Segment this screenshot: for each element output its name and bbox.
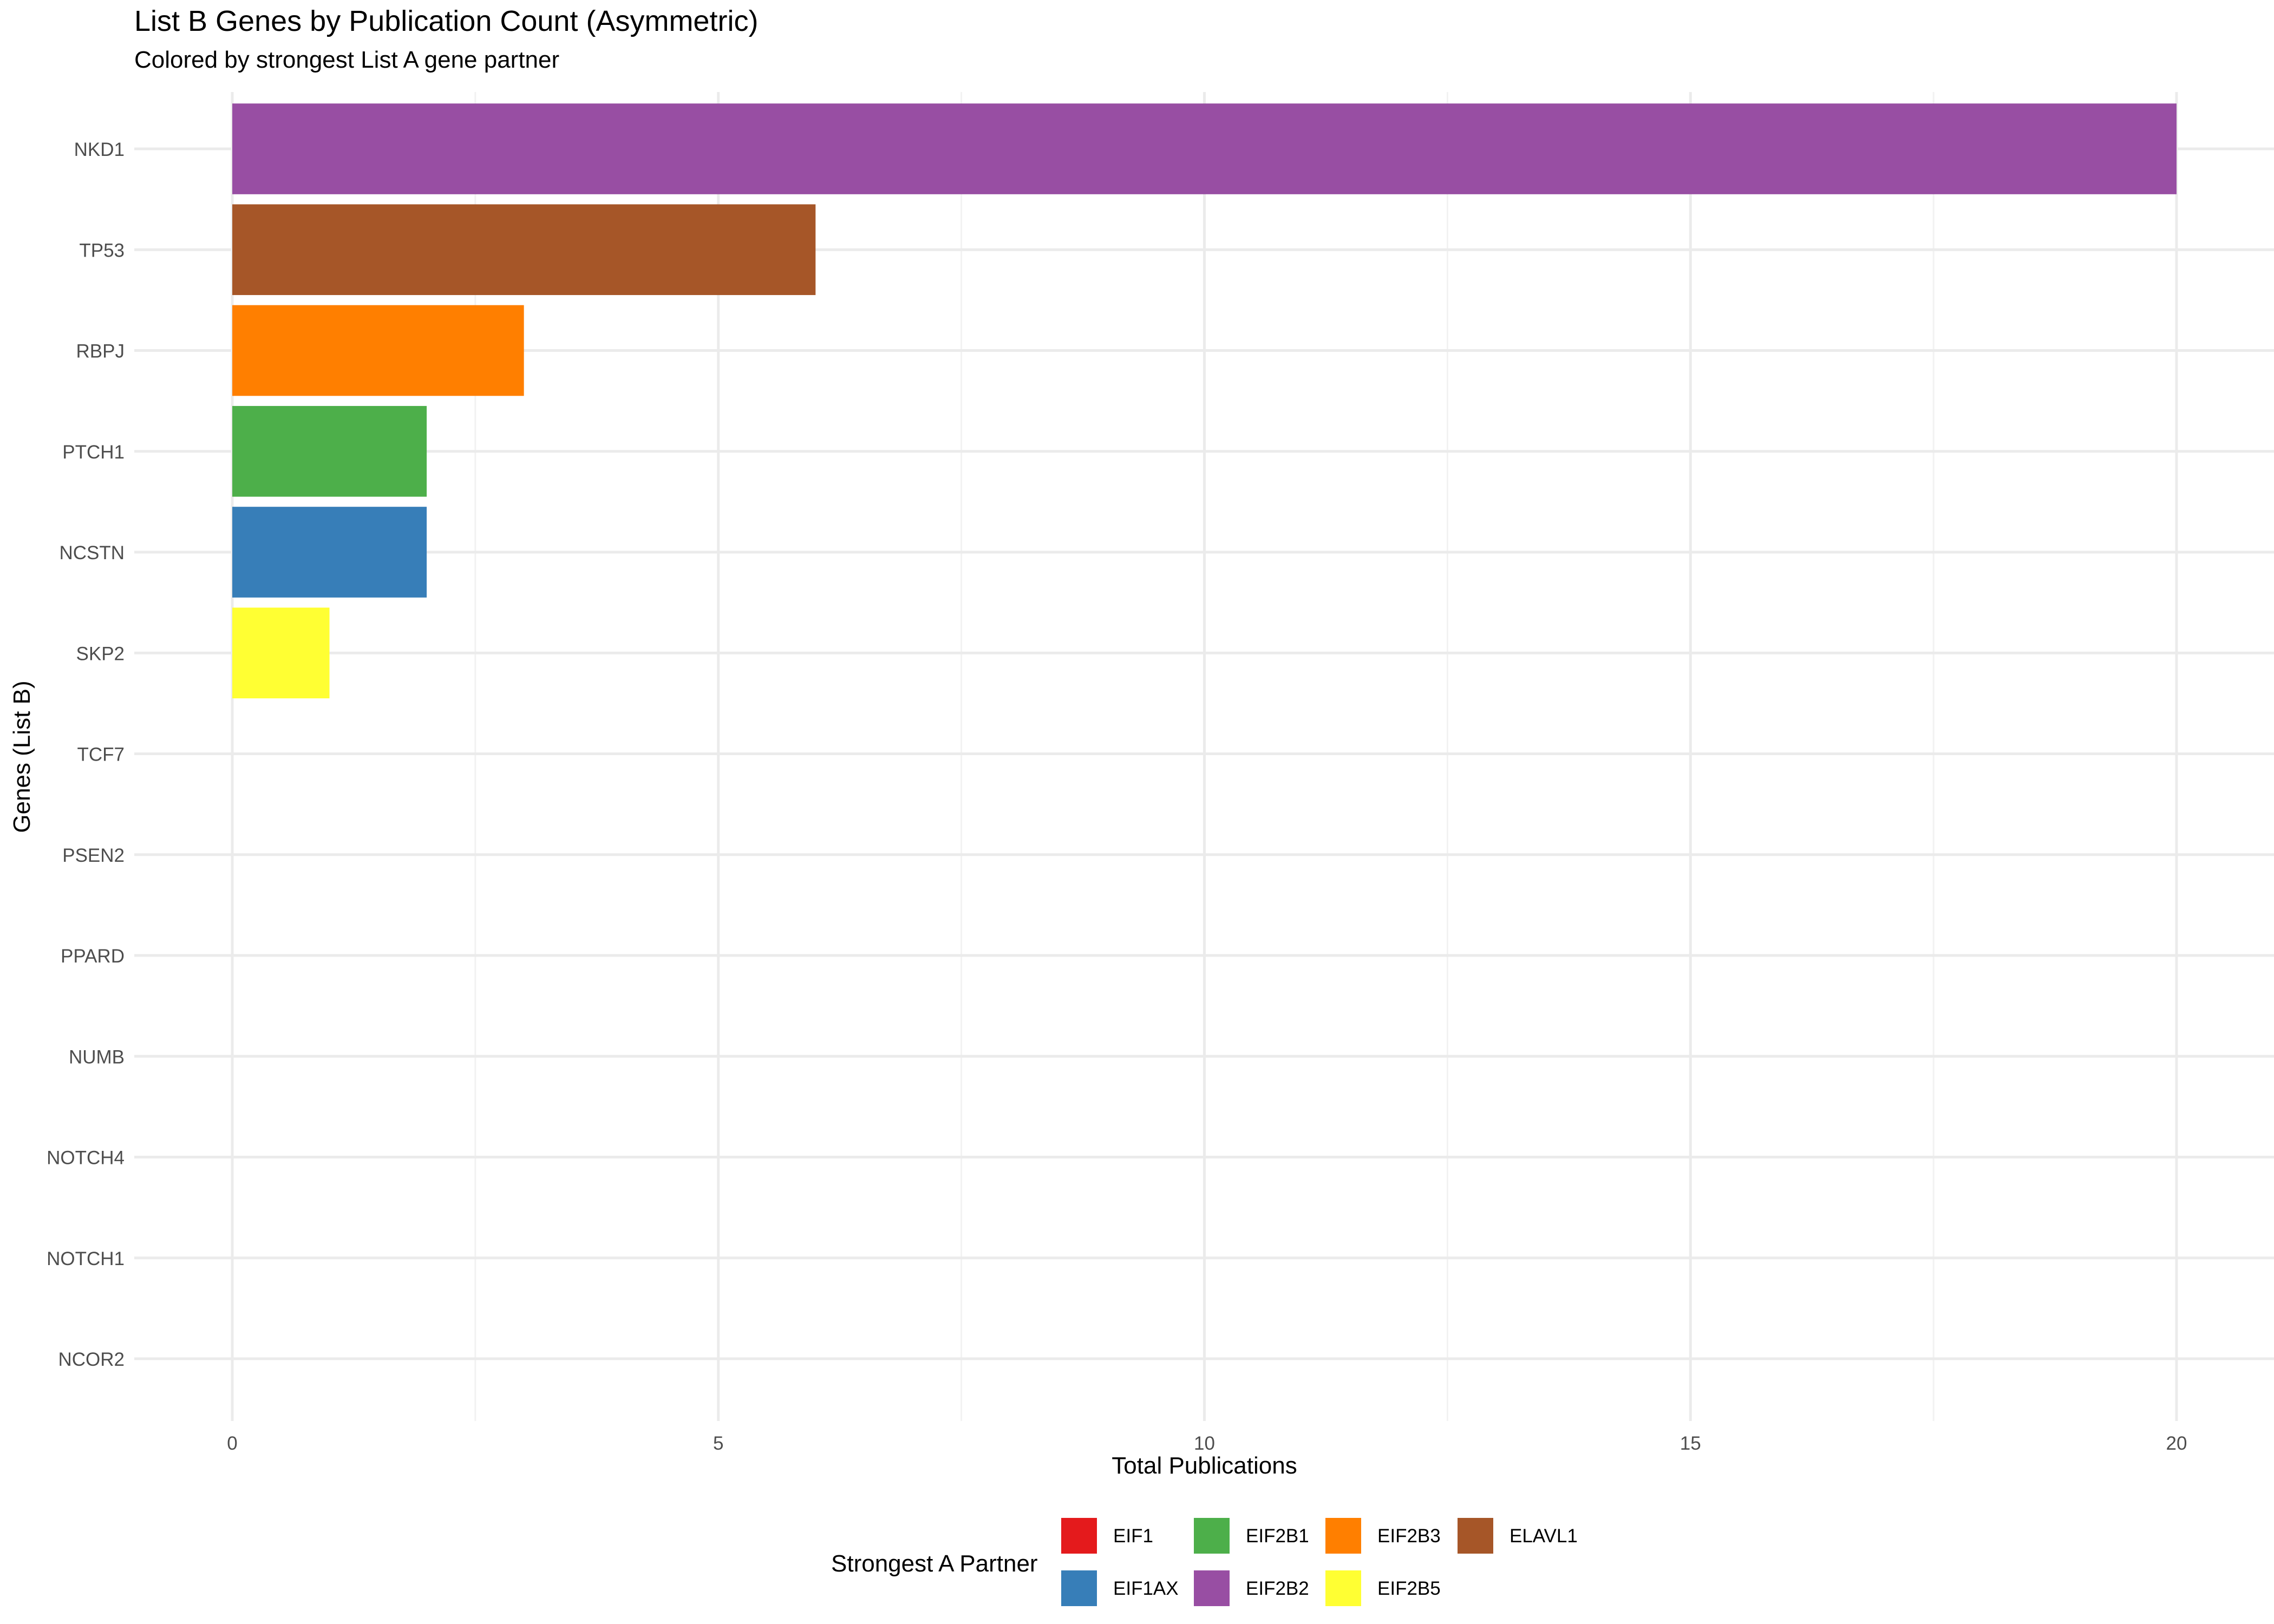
bar-nkd1 bbox=[232, 103, 2177, 194]
y-tick-label: NOTCH4 bbox=[47, 1148, 125, 1169]
x-tick-label: 0 bbox=[227, 1433, 237, 1454]
y-tick-label: PTCH1 bbox=[62, 442, 125, 463]
y-tick-label: NOTCH1 bbox=[47, 1248, 125, 1269]
y-axis-title: Genes (List B) bbox=[9, 680, 35, 833]
y-tick-label: NUMB bbox=[69, 1046, 125, 1068]
bar-skp2 bbox=[232, 607, 330, 699]
y-tick-label: NKD1 bbox=[74, 139, 125, 160]
y-tick-label: PPARD bbox=[61, 946, 125, 967]
x-tick-label: 5 bbox=[713, 1433, 723, 1454]
y-tick-label: TP53 bbox=[79, 240, 125, 261]
legend-swatch-eif2b5 bbox=[1325, 1570, 1361, 1606]
y-tick-label: SKP2 bbox=[76, 643, 125, 664]
legend-label: EIF1 bbox=[1113, 1525, 1153, 1547]
y-tick-label: TCF7 bbox=[77, 744, 125, 765]
bar-ncstn bbox=[232, 507, 427, 598]
bar-ptch1 bbox=[232, 405, 427, 497]
legend-swatch-eif1 bbox=[1061, 1518, 1097, 1554]
y-tick-label: PSEN2 bbox=[62, 845, 125, 866]
legend-swatch-eif2b3 bbox=[1325, 1518, 1361, 1554]
legend-swatch-eif2b1 bbox=[1194, 1518, 1230, 1554]
x-axis-title: Total Publications bbox=[1112, 1452, 1297, 1479]
legend-swatch-elavl1 bbox=[1458, 1518, 1493, 1554]
bar-tp53 bbox=[232, 204, 816, 296]
chart-title: List B Genes by Publication Count (Asymm… bbox=[134, 5, 759, 37]
legend-label: EIF2B2 bbox=[1246, 1578, 1309, 1599]
legend-label: EIF1AX bbox=[1113, 1578, 1179, 1599]
legend-swatch-eif2b2 bbox=[1194, 1570, 1230, 1606]
y-tick-label: NCSTN bbox=[59, 542, 125, 564]
legend-label: EIF2B3 bbox=[1377, 1525, 1441, 1547]
x-tick-label: 15 bbox=[1680, 1433, 1701, 1454]
legend-swatch-eif1ax bbox=[1061, 1570, 1097, 1606]
chart-subtitle: Colored by strongest List A gene partner bbox=[134, 47, 560, 73]
x-tick-label: 20 bbox=[2166, 1433, 2187, 1454]
y-tick-label: NCOR2 bbox=[58, 1349, 125, 1370]
legend-label: EIF2B1 bbox=[1246, 1525, 1309, 1547]
x-tick-label: 10 bbox=[1194, 1433, 1215, 1454]
legend-label: ELAVL1 bbox=[1510, 1525, 1578, 1547]
bar-rbpj bbox=[232, 305, 524, 396]
y-tick-label: RBPJ bbox=[76, 341, 125, 362]
legend-label: EIF2B5 bbox=[1377, 1578, 1441, 1599]
legend-title: Strongest A Partner bbox=[831, 1550, 1038, 1577]
